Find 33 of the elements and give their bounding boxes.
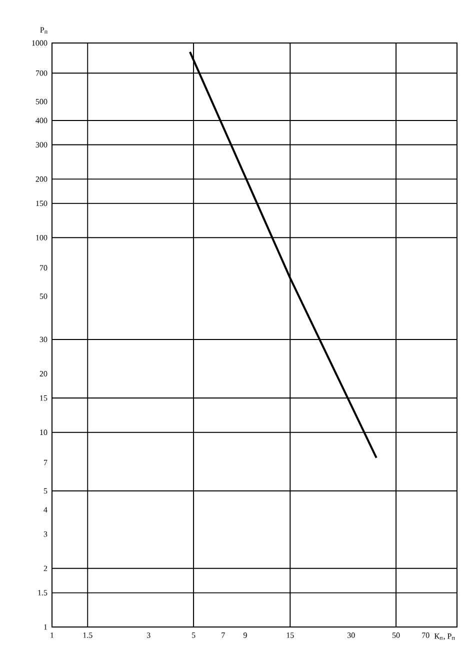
y-tick-label: 150	[36, 200, 48, 206]
y-tick-label: 1000	[32, 40, 48, 46]
y-tick-label: 2	[44, 566, 48, 572]
y-tick-label: 15	[40, 395, 48, 401]
x-tick-label: 5	[192, 632, 196, 638]
x-tick-label: 1.5	[83, 632, 92, 638]
y-tick-label: 50	[40, 294, 48, 299]
y-tick-label: 1.5	[38, 590, 48, 596]
x-tick-label: 30	[347, 632, 355, 638]
y-tick-label: 30	[40, 336, 48, 342]
y-tick-label: 7	[44, 460, 48, 466]
y-tick-label: 1	[44, 624, 47, 630]
x-tick-label: 1	[50, 632, 54, 638]
x-axis-title: К$_{п}$, Р$_{п}$	[434, 634, 455, 640]
y-tick-label: 4	[44, 507, 48, 512]
y-tick-label: 500	[36, 98, 48, 104]
y-axis-title: Р$_{п}$	[40, 27, 48, 34]
y-tick-label: 300	[36, 142, 48, 148]
x-tick-label: 9	[243, 632, 247, 638]
y-tick-label: 70	[40, 265, 48, 271]
x-tick-label: 3	[146, 632, 150, 638]
y-tick-label: 5	[44, 488, 48, 494]
y-tick-label: 700	[36, 70, 48, 76]
y-tick-label: 10	[40, 430, 48, 436]
x-tick-label: 7	[222, 632, 225, 638]
y-tick-label: 3	[44, 531, 48, 537]
x-tick-label: 70	[422, 632, 430, 638]
y-tick-label: 100	[36, 234, 48, 240]
x-tick-label: 15	[286, 632, 294, 638]
y-tick-label: 200	[36, 176, 48, 182]
x-tick-label: 50	[392, 632, 400, 638]
y-tick-label: 400	[36, 118, 48, 124]
y-tick-label: 20	[40, 371, 48, 376]
